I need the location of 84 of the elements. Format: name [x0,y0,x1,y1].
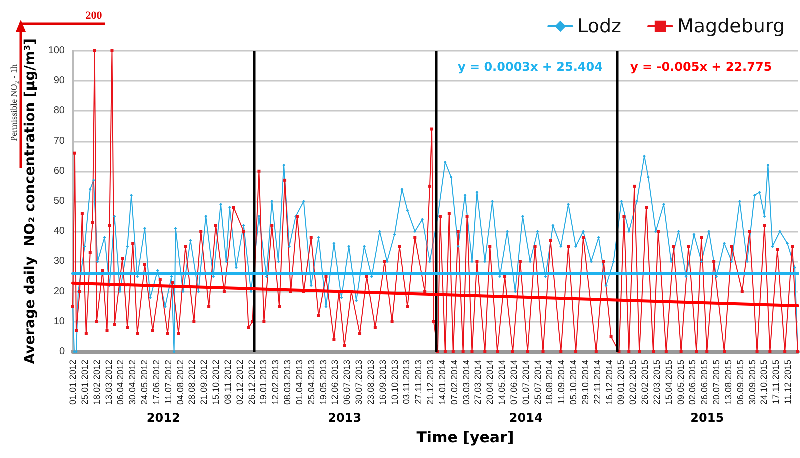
x-tick-label: 16.09.2013 [378,360,388,406]
x-tick-label: 10.10.2013 [390,360,400,406]
y-tick-label: 70 [54,136,66,147]
legend-label: Magdeburg [678,16,786,38]
x-tick-label: 12.06.2013 [330,360,340,406]
x-tick-label: 08.03.2013 [282,360,293,406]
x-tick-label: 16.12.2014 [604,360,614,406]
x-tick-label: 27.03.2014 [473,360,484,406]
x-tick-label: 29.10.2014 [580,360,590,406]
x-tick-label: 03.03.2014 [461,360,472,406]
x-tick-label: 17.11.2015 [771,360,782,404]
x-tick-label: 18.08.2014 [544,360,555,406]
x-tick-label: 09.05.2015 [676,360,686,406]
legend-label: Lodz [578,16,622,38]
x-tick-label: 18.02.2012 [92,360,102,406]
x-tick-label: 07.02.2014 [449,360,460,406]
y-tick-label: 90 [54,76,66,87]
x-tick-label: 25.04.2013 [306,360,316,406]
y-tick-label: 100 [48,46,66,56]
x-axis-title: Time [year] [416,428,514,446]
x-tick-label: 19.01.2013 [258,360,269,406]
text: 2014 [509,411,543,425]
y-tick-label: 50 [54,196,66,207]
x-tick-label: 01.04.2013 [294,360,304,406]
x-tick-label: 22.03.2015 [652,360,662,406]
x-tick-label: 02.12.2012 [234,360,245,406]
x-tick-label: 06.04.2012 [116,360,126,406]
y-tick-label: 30 [54,256,66,268]
x-tick-label: 11.09.2014 [556,360,567,404]
x-tick-label: 01.07.2014 [520,360,531,406]
x-tick-label: 24.10.2015 [759,360,770,406]
x-tick-label: 21.12.2013 [426,360,436,406]
x-tick-label: 14.05.2014 [497,360,508,406]
text: 2012 [146,411,180,425]
x-tick-label: 27.11.2013 [414,360,424,404]
x-tick-label: 11.12.2015 [783,360,794,404]
text: 2013 [328,411,362,425]
x-tick-label: 30.09.2015 [747,360,758,406]
x-tick-label: 02.02.2015 [628,360,638,406]
text: y = 0.0003x + 25.404 [458,60,603,74]
x-tick-label: 25.01.2012 [80,360,90,406]
x-tick-label: 23.08.2013 [366,360,376,406]
x-tick-label: 26.12.2012 [246,360,257,406]
x-tick-label: 26.02.2015 [640,360,650,406]
x-tick-label: 14.01.2014 [437,360,448,406]
y-axis-title: Average daily NO₂ concentration [µg/m³] [22,38,38,364]
x-tick-label: 15.10.2012 [211,360,222,406]
y-tick-label: 20 [54,286,66,298]
x-tick-label: 13.08.2015 [723,360,734,406]
x-tick-label: 04.08.2012 [175,360,186,406]
x-tick-label: 07.06.2014 [508,360,519,406]
text: 200 [86,10,103,22]
x-tick-label: 13.03.2012 [104,360,114,406]
y-tick-label: 10 [54,316,66,328]
x-tick-label: 20.07.2015 [712,360,722,406]
x-tick-label: 19.05.2013 [318,360,328,406]
x-tick-label: 28.08.2012 [187,360,198,406]
y-tick-label: 80 [54,106,66,117]
x-tick-label: 22.11.2014 [592,360,602,404]
text: y = -0.005x + 22.775 [630,60,772,74]
x-tick-label: 03.11.2013 [402,360,412,404]
x-tick-label: 06.09.2015 [735,360,746,406]
text: Permissible NO₂ - 1h [9,64,19,142]
x-tick-label: 05.10.2014 [568,360,579,406]
x-tick-label: 26.06.2015 [700,360,710,406]
x-tick-label: 15.04.2015 [664,360,674,406]
x-tick-label: 12.02.2013 [270,360,281,406]
x-tick-label: 01.01.2012 [68,360,78,406]
x-tick-label: 24.05.2012 [140,360,150,406]
text: 2015 [690,411,724,425]
x-tick-label: 30.07.2013 [354,360,364,406]
x-tick-label: 06.07.2013 [342,360,352,406]
x-tick-label: 25.07.2014 [532,360,543,406]
x-tick-label: 17.06.2012 [151,360,162,406]
x-tick-label: 11.07.2012 [163,360,174,404]
x-tick-label: 21.09.2012 [199,360,210,406]
x-tick-label: 20.04.2014 [485,360,496,406]
y-tick-label: 40 [54,226,66,238]
x-tick-label: 09.01.2015 [616,360,626,406]
x-tick-label: 08.11.2012 [222,360,233,404]
x-tick-label: 30.04.2012 [128,360,138,406]
y-tick-label: 60 [54,166,66,177]
y-tick-label: 0 [59,346,66,358]
x-tick-label: 02.06.2015 [688,360,698,406]
